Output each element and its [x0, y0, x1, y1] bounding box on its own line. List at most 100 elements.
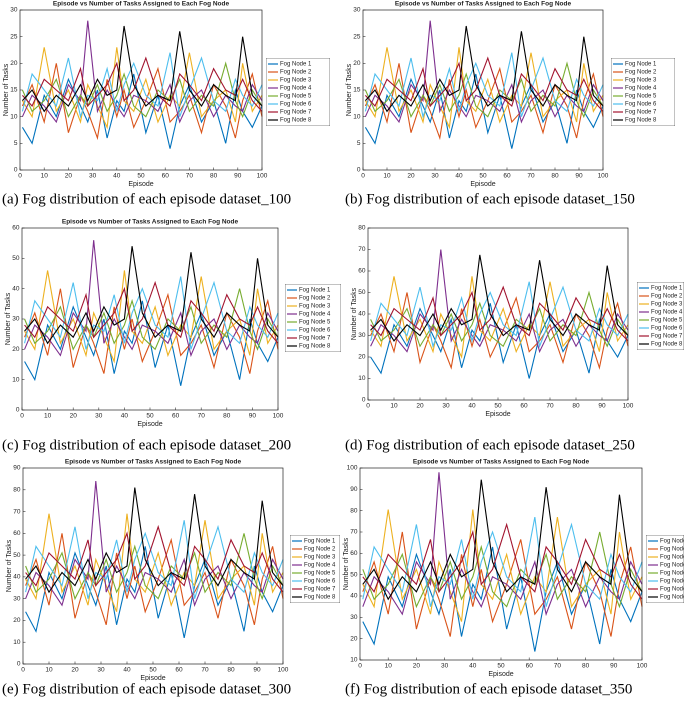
x-tick-label: 70	[554, 663, 562, 670]
legend-label: Fog Node 8	[651, 342, 683, 348]
legend-label: Fog Node 2	[280, 70, 312, 76]
x-tick-label: 10	[383, 173, 391, 180]
y-tick-label: 30	[353, 7, 361, 14]
chart-title: Episode vs Number of Tasks Assigned to E…	[65, 459, 242, 466]
y-tick-label: 40	[12, 285, 20, 292]
legend-label: Fog Node 2	[299, 296, 331, 302]
y-tick-label: 20	[12, 346, 20, 353]
x-tick-label: 50	[137, 173, 145, 180]
y-tick-label: 30	[10, 7, 18, 14]
legend-label: Fog Node 3	[280, 78, 312, 84]
y-tick-label: 10	[350, 657, 358, 664]
y-tick-label: 20	[13, 617, 21, 624]
series-line	[24, 246, 279, 345]
x-tick-label: 50	[149, 667, 157, 674]
legend-label: Fog Node 1	[625, 62, 657, 68]
legend-label: Fog Node 1	[280, 62, 312, 68]
caption: (e) Fog distribution of each episode dat…	[2, 681, 291, 697]
legend-label: Fog Node 6	[651, 326, 683, 332]
legend: Fog Node 1 Fog Node 2 Fog Node 3 Fog Node 4…	[637, 282, 684, 350]
x-tick-label: 70	[201, 667, 209, 674]
legend-label: Fog Node 4	[660, 563, 685, 569]
series-line	[362, 522, 643, 600]
x-tick-label: 30	[441, 663, 449, 670]
series-line	[24, 288, 279, 351]
x-tick-label: 50	[497, 663, 505, 670]
series-line	[362, 479, 643, 601]
legend-label: Fog Node 3	[299, 304, 331, 310]
series-line	[21, 20, 263, 124]
x-tick-label: 80	[227, 667, 235, 674]
y-axis-label: Number of Tasks	[346, 63, 353, 116]
y-tick-label: 0	[14, 167, 18, 174]
legend-label: Fog Node 5	[299, 320, 331, 326]
y-tick-label: 60	[358, 268, 366, 275]
legend-label: Fog Node 8	[625, 118, 657, 124]
legend-box	[646, 535, 684, 603]
legend-label: Fog Node 3	[660, 555, 685, 561]
legend-label: Fog Node 4	[304, 563, 336, 569]
x-tick-label: 20	[416, 403, 424, 410]
legend-label: Fog Node 8	[299, 344, 331, 350]
legend-label: Fog Node 8	[660, 595, 685, 601]
series-line	[25, 546, 284, 638]
x-tick-label: 40	[469, 663, 477, 670]
y-tick-label: 10	[358, 375, 366, 382]
chart-panel: 0 10 20 30 40 50 60 0 10 20 30 40 50 60 70 80 90 100 Episo…	[2, 219, 341, 453]
x-tick-label: 10	[390, 403, 398, 410]
x-tick-label: 0	[361, 173, 365, 180]
x-axis-label: Episode	[140, 675, 165, 682]
y-tick-label: 100	[347, 465, 358, 472]
legend-label: Fog Node 6	[625, 102, 657, 108]
x-tick-label: 30	[97, 667, 105, 674]
y-tick-label: 70	[13, 508, 21, 515]
x-tick-label: 0	[21, 667, 25, 674]
x-tick-label: 70	[527, 173, 535, 180]
legend: Fog Node 1 Fog Node 2 Fog Node 3 Fog Node 4…	[266, 58, 330, 126]
legend-box	[290, 535, 340, 603]
series-line	[364, 63, 604, 141]
x-tick-label: 20	[71, 667, 79, 674]
y-tick-label: 25	[10, 33, 18, 40]
legend-label: Fog Node 2	[660, 547, 685, 553]
chart-panel: 0 10 20 30 40 50 60 70 80 90 0 10 20 30 40 50 60 70 80 90 10…	[2, 459, 340, 697]
x-axis-label: Episode	[128, 181, 153, 188]
series-line	[21, 61, 263, 119]
legend-label: Fog Node 5	[280, 94, 312, 100]
caption: (a) Fog distribution of each episode dat…	[2, 191, 291, 207]
x-tick-label: 60	[520, 403, 528, 410]
x-tick-label: 50	[479, 173, 487, 180]
x-tick-label: 90	[610, 663, 618, 670]
y-tick-label: 0	[16, 407, 20, 414]
legend-box	[266, 58, 330, 126]
chart-panel: 0 5 10 15 20 25 30 0 10 20 30 40 50 60 70 80 90 100 Episod…	[345, 1, 675, 207]
legend-box	[611, 58, 675, 126]
x-tick-label: 20	[65, 173, 73, 180]
y-tick-label: 5	[357, 140, 361, 147]
series-line	[362, 472, 643, 617]
legend-label: Fog Node 6	[660, 579, 685, 585]
y-tick-label: 15	[10, 87, 18, 94]
legend-label: Fog Node 8	[280, 118, 312, 124]
plot-area	[368, 228, 628, 400]
series-line	[25, 487, 284, 594]
y-tick-label: 10	[353, 113, 361, 120]
legend-label: Fog Node 6	[304, 579, 336, 585]
x-tick-label: 30	[89, 173, 97, 180]
y-tick-label: 20	[350, 635, 358, 642]
y-tick-label: 30	[358, 332, 366, 339]
x-tick-label: 0	[358, 663, 362, 670]
caption: (d) Fog distribution of each episode dat…	[345, 437, 635, 453]
x-tick-label: 40	[113, 173, 121, 180]
x-tick-label: 40	[468, 403, 476, 410]
y-tick-label: 60	[12, 225, 20, 232]
legend: Fog Node 1 Fog Node 2 Fog Node 3 Fog Node 4…	[290, 535, 340, 603]
x-tick-label: 70	[546, 403, 554, 410]
series-line	[24, 276, 279, 350]
y-tick-label: 40	[358, 311, 366, 318]
chart-title: Episode vs Number of Tasks Assigned to E…	[413, 459, 590, 466]
x-tick-label: 50	[494, 403, 502, 410]
y-tick-label: 80	[13, 486, 21, 493]
caption: (c) Fog distribution of each episode dat…	[2, 437, 291, 453]
